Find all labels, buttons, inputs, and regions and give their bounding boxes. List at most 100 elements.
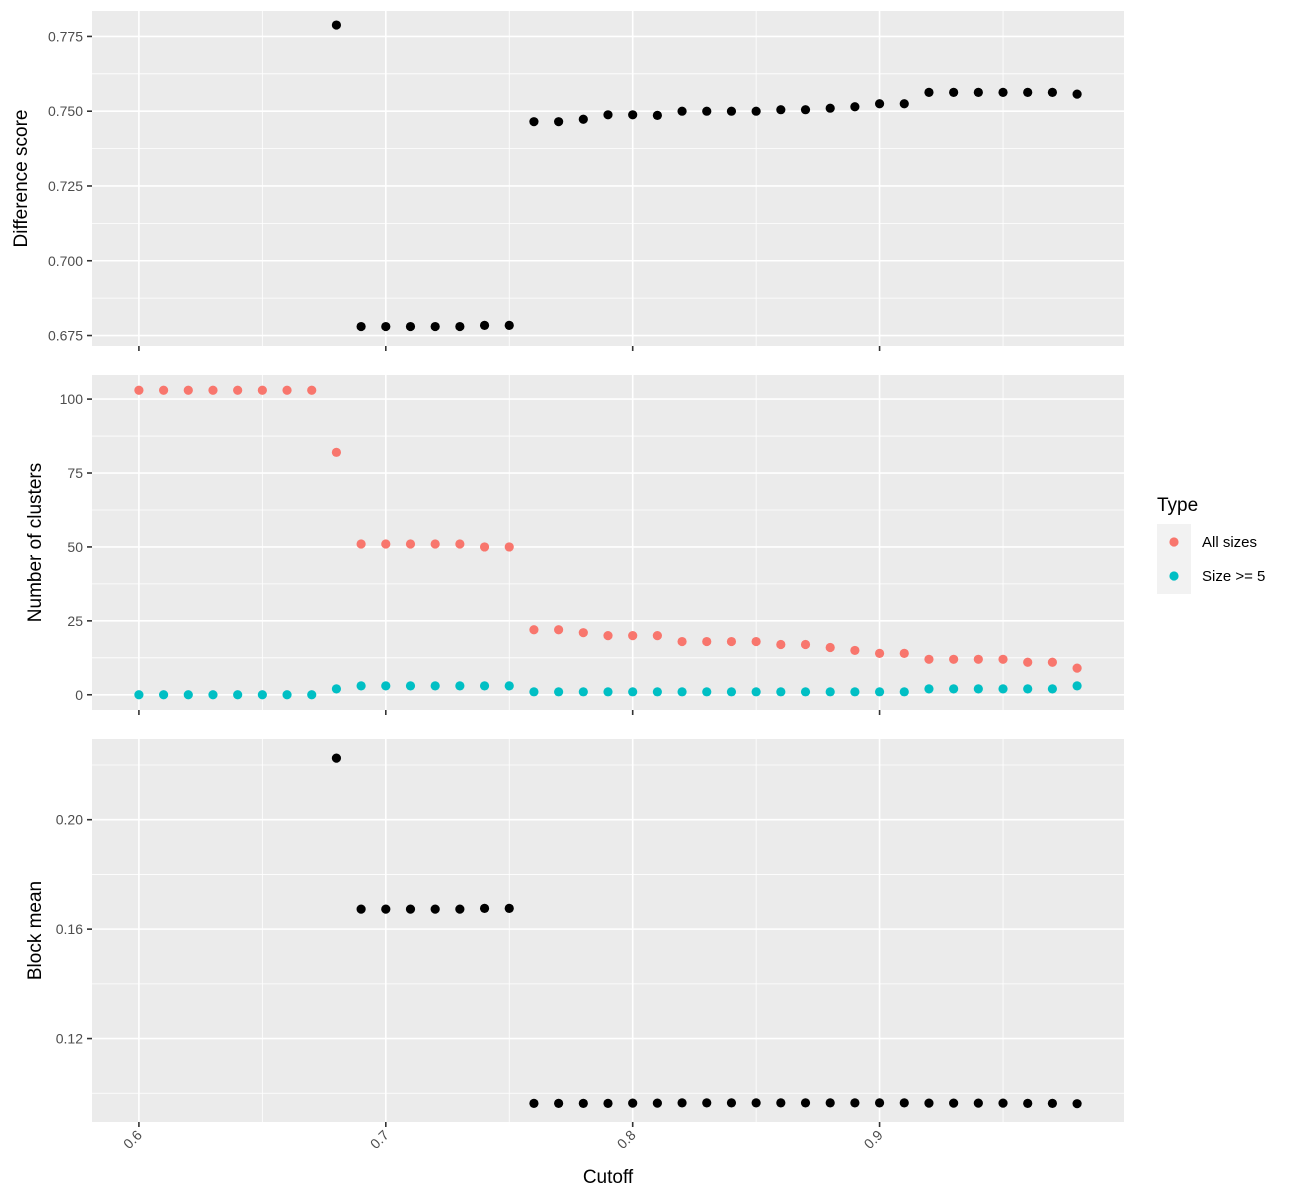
data-point	[504, 542, 514, 552]
data-point	[1047, 87, 1058, 97]
data-point	[158, 385, 169, 395]
data-point	[726, 687, 737, 697]
data-point	[702, 636, 712, 647]
data-point	[628, 631, 638, 641]
legend-key	[1169, 537, 1179, 547]
data-point	[874, 99, 885, 109]
data-point	[455, 539, 465, 549]
data-point	[800, 639, 811, 650]
data-point	[751, 1098, 761, 1108]
data-point	[677, 636, 687, 647]
data-point	[825, 642, 835, 653]
data-point	[331, 20, 342, 30]
y-tick-label: 0	[75, 687, 83, 703]
data-point	[899, 648, 909, 658]
y-tick-label: 75	[67, 465, 83, 481]
data-point	[1047, 1098, 1058, 1108]
data-point	[628, 1098, 638, 1108]
data-point	[529, 687, 539, 697]
data-point	[455, 681, 465, 691]
data-point	[554, 625, 564, 635]
data-point	[776, 105, 786, 115]
x-tick-label: 0.6	[120, 1127, 145, 1152]
data-point	[331, 684, 342, 694]
data-point	[652, 110, 662, 120]
y-tick-label: 0.725	[48, 178, 83, 194]
data-point	[208, 690, 218, 700]
data-point	[874, 1098, 885, 1108]
data-point	[307, 690, 317, 700]
data-point	[1047, 684, 1058, 694]
data-point	[430, 321, 440, 332]
data-point	[949, 1098, 959, 1108]
data-point	[628, 110, 638, 120]
legend-label: Size >= 5	[1202, 568, 1265, 585]
x-tick-label: 0.9	[861, 1127, 886, 1152]
data-point	[899, 687, 909, 697]
data-point	[529, 625, 539, 635]
data-point	[554, 117, 564, 127]
data-point	[1023, 684, 1033, 694]
data-point	[233, 690, 243, 700]
legend-key	[1169, 571, 1179, 581]
data-point	[800, 687, 811, 697]
data-point	[800, 105, 811, 115]
data-point	[751, 687, 761, 697]
data-point	[603, 1098, 613, 1108]
panel-background	[92, 11, 1124, 346]
data-point	[1072, 681, 1082, 691]
data-point	[381, 904, 391, 914]
y-axis-title: Number of clusters	[25, 463, 46, 622]
data-point	[282, 690, 292, 700]
data-point	[776, 639, 786, 650]
data-point	[776, 1098, 786, 1108]
data-point	[825, 687, 835, 697]
data-point	[307, 385, 317, 395]
data-point	[554, 687, 564, 697]
data-point	[603, 687, 613, 697]
data-point	[652, 687, 662, 697]
panel-background	[92, 375, 1124, 710]
y-tick-label: 0.750	[48, 103, 83, 119]
data-point	[726, 1098, 737, 1108]
legend: Type All sizes Size >= 5	[1157, 495, 1265, 594]
data-point	[677, 687, 687, 697]
data-point	[331, 753, 342, 763]
data-point	[924, 1098, 934, 1108]
data-point	[949, 654, 959, 664]
data-point	[405, 681, 416, 691]
data-point	[430, 904, 440, 914]
data-point	[702, 1098, 712, 1108]
data-point	[949, 87, 959, 97]
data-point	[751, 636, 761, 647]
data-point	[998, 87, 1008, 97]
data-point	[356, 539, 366, 549]
data-point	[208, 385, 218, 395]
data-point	[479, 320, 490, 330]
legend-entries: All sizes Size >= 5	[1169, 534, 1265, 585]
panel-background	[92, 739, 1124, 1122]
data-point	[652, 1098, 662, 1108]
data-point	[578, 114, 588, 124]
data-point	[850, 645, 860, 656]
y-tick-label: 0.20	[56, 812, 83, 828]
data-point	[356, 321, 366, 332]
data-point	[455, 904, 465, 914]
data-point	[529, 1098, 539, 1108]
data-point	[899, 1098, 909, 1108]
legend-key-background	[1157, 524, 1191, 594]
data-point	[677, 1098, 687, 1108]
data-point	[504, 320, 514, 330]
y-tick-label: 0.12	[56, 1031, 83, 1047]
data-point	[233, 385, 243, 395]
data-point	[628, 687, 638, 697]
y-axis-title: Block mean	[25, 881, 46, 980]
data-point	[479, 681, 490, 691]
x-tick-label: 0.8	[614, 1127, 639, 1152]
data-point	[1023, 87, 1033, 97]
data-point	[677, 106, 687, 116]
data-point	[578, 1098, 588, 1108]
data-point	[924, 654, 934, 664]
panel-1: 0.675 0.700 0.725 0.750 0.775 Difference scor…	[11, 11, 1124, 351]
